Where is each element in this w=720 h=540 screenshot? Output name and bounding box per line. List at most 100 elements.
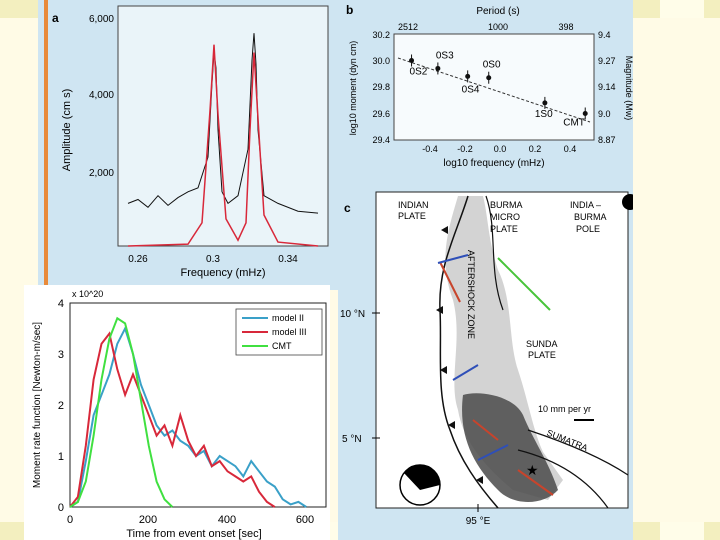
panel-b-ytick-right: 8.87	[598, 135, 616, 145]
legend-label: CMT	[272, 341, 292, 351]
pole-label: BURMA	[574, 212, 607, 222]
latitude-10-label: 10 °N	[340, 309, 365, 320]
legend-label: model III	[272, 327, 307, 337]
panel-d-y-ticks: 0 1 2 3 4	[58, 298, 64, 514]
panel-b-x-ticks: -0.4 -0.2 0.0 0.2 0.4	[422, 144, 576, 154]
panel-d-series-line	[69, 331, 276, 508]
pole-marker-icon	[622, 194, 633, 210]
panel-d-xtick: 0	[67, 514, 73, 526]
panel-b-top-tick: 398	[558, 22, 573, 32]
panel-a-ytick: 2,000	[89, 168, 114, 179]
focal-mechanism-icon	[399, 464, 441, 506]
panel-a-spectrum: a 2,000 4,000 6,000 0.26 0.3 0.34 Freque…	[38, 0, 338, 290]
panel-b-points: 0S2 0S3 0S4 0S0 1S0 CMT	[409, 50, 588, 129]
panel-d-xtick: 400	[218, 514, 236, 526]
burma-plate-label: BURMA	[490, 200, 523, 210]
panel-a-xtick: 0.34	[278, 254, 298, 265]
panel-d-exponent: x 10^20	[72, 289, 103, 299]
panel-a-label: a	[52, 11, 59, 25]
burma-plate-label: MICRO	[490, 212, 520, 222]
panel-d-ytick: 3	[58, 349, 64, 361]
panel-d-xtick: 600	[296, 514, 314, 526]
panel-b-xlabel: log10 frequency (mHz)	[443, 158, 544, 169]
panel-d-ytick: 2	[58, 400, 64, 412]
panel-d-legend: model II model III CMT	[235, 308, 323, 356]
panel-d-series-line	[69, 316, 174, 508]
panel-b-point-label: 1S0	[535, 109, 553, 120]
latitude-5-label: 5 °N	[342, 434, 362, 445]
sunda-plate-label: SUNDA	[526, 339, 558, 349]
panel-a-xlabel: Frequency (mHz)	[181, 267, 266, 279]
burma-plate-label: PLATE	[490, 224, 518, 234]
panel-b-xtick: 0.4	[564, 144, 577, 154]
panel-b-xtick: 0.0	[494, 144, 507, 154]
panel-b-xtick: -0.4	[422, 144, 438, 154]
panel-b-point-label: CMT	[563, 118, 585, 129]
panel-d-series-line	[69, 325, 307, 508]
red-arrow	[472, 419, 499, 441]
red-arrow	[439, 261, 461, 303]
blue-arrow	[437, 254, 469, 264]
indian-plate-label: INDIAN	[398, 200, 429, 210]
panel-d-moment-rate: x 10^20 0 1 2 3 4 0 200 400 600 Time fro…	[24, 285, 330, 540]
panel-d-x-ticks: 0 200 400 600	[67, 514, 314, 526]
panel-a-xtick: 0.3	[206, 254, 220, 265]
panel-b-point-label: 0S3	[436, 50, 454, 61]
aftershock-zone-label: AFTERSHOCK ZONE	[466, 250, 476, 339]
panel-a-x-ticks: 0.26 0.3 0.34	[128, 254, 298, 265]
panel-d-ylabel: Moment rate function [Newton-m/sec]	[32, 322, 43, 488]
panel-b-ytick-left: 30.0	[372, 56, 390, 66]
panel-d-ytick: 0	[58, 502, 64, 514]
panel-d-lines	[69, 316, 307, 508]
panel-d-ytick: 4	[58, 298, 64, 310]
panel-a-ytick: 4,000	[89, 90, 114, 101]
panel-b-ytick-right: 9.27	[598, 56, 616, 66]
panel-b-ylabel-right: Magnitude (Mw)	[624, 56, 633, 121]
indian-plate-label: PLATE	[398, 211, 426, 221]
panel-c-label: c	[344, 201, 351, 215]
panel-a-edge	[44, 0, 48, 290]
epicenter-star-icon: ★	[526, 462, 539, 478]
panel-b-moment: b Period (s) 2512 1000 398 29.4 29.6 29.…	[338, 0, 633, 190]
panel-a-model-line	[127, 44, 319, 247]
panel-d-xtick: 200	[139, 514, 157, 526]
blue-arrow	[477, 444, 509, 461]
panel-b-ytick-left: 29.8	[372, 82, 390, 92]
panel-b-xtick: -0.2	[457, 144, 473, 154]
red-arrow	[517, 469, 554, 496]
panel-b-plot-area	[393, 33, 595, 141]
trench-line	[439, 195, 499, 509]
panel-b-top-tick: 1000	[488, 22, 508, 32]
trench-teeth	[436, 226, 483, 484]
panel-b-ytick-right: 9.4	[598, 30, 611, 40]
panel-b-ylabel-left: log10 moment (dyn cm)	[348, 41, 358, 136]
legend-label: model II	[272, 313, 304, 323]
coastline-lines	[485, 195, 629, 509]
motion-arrows	[437, 254, 554, 496]
panel-a-ytick: 6,000	[89, 14, 114, 25]
panel-a-xtick: 0.26	[128, 254, 148, 265]
panel-b-label: b	[346, 3, 353, 17]
panel-b-ytick-left: 29.4	[372, 135, 390, 145]
panel-b-ytick-right: 9.14	[598, 82, 616, 92]
scale-label: 10 mm per yr	[538, 404, 591, 414]
pole-label: INDIA –	[570, 200, 601, 210]
panel-a-ylabel: Amplitude (cm s)	[61, 89, 73, 172]
panel-b-point-label: 0S4	[462, 84, 480, 95]
panel-b-top-axis-label: Period (s)	[476, 6, 519, 17]
panel-b-point-label: 0S2	[410, 67, 428, 78]
panel-b-right-ticks: 8.87 9.0 9.14 9.27 9.4	[598, 30, 616, 145]
sunda-plate-label: PLATE	[528, 350, 556, 360]
panel-b-top-tick: 2512	[398, 22, 418, 32]
panel-b-xtick: 0.2	[529, 144, 542, 154]
panel-a-plot-area	[117, 5, 329, 247]
panel-b-ytick-left: 30.2	[372, 30, 390, 40]
pole-label: POLE	[576, 224, 600, 234]
panel-d-xlabel: Time from event onset [sec]	[126, 528, 261, 540]
longitude-95-label: 95 °E	[466, 516, 491, 527]
panel-a-y-ticks: 2,000 4,000 6,000	[89, 14, 114, 179]
panel-b-fit-line	[397, 57, 591, 123]
panel-b-point-label: 0S0	[483, 60, 501, 71]
panel-c-map: c ★ INDIAN PLATE BURMA MICRO PLATE INDIA…	[338, 190, 633, 540]
panel-d-ytick: 1	[58, 451, 64, 463]
